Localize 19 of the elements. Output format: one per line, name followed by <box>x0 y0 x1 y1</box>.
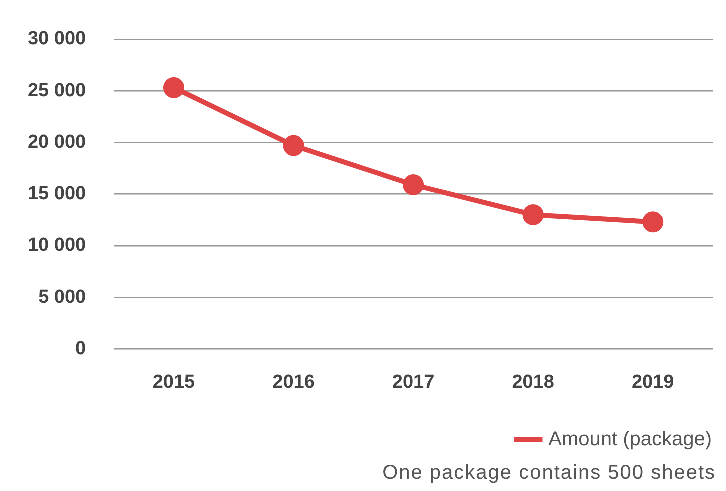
x-tick-label: 2015 <box>152 372 196 393</box>
point <box>522 204 544 226</box>
y-tick-label: 20 000 <box>28 132 86 153</box>
y-tick-label: 30 000 <box>28 28 86 50</box>
legend-label: Amount (package) <box>548 428 712 451</box>
y-tick-label: 10 000 <box>28 235 86 256</box>
y-tick-label: 25 000 <box>28 80 86 102</box>
point <box>642 212 664 233</box>
y-tick-label: 5 000 <box>38 286 86 308</box>
point <box>164 77 184 98</box>
x-tick-label: 2017 <box>392 372 435 393</box>
x-tick-label: 2016 <box>272 372 315 393</box>
y-tick-label: 0 <box>76 338 86 360</box>
x-tick-label: 2018 <box>512 372 554 393</box>
point <box>283 135 304 156</box>
point <box>403 174 424 196</box>
x-tick-label: 2019 <box>632 372 674 393</box>
y-tick-label: 15 000 <box>28 184 86 205</box>
text: One package contains 500 sheets <box>382 462 716 485</box>
